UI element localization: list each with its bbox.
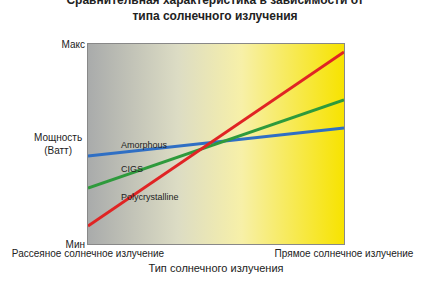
svg-text:Сравнительная характеристика в: Сравнительная характеристика в зависимос… [66,0,363,23]
svg-text:Тип солнечного излучения: Тип солнечного излучения [148,262,283,274]
svg-text:Мин: Мин [66,239,85,250]
svg-text:Мощность(Ватт): Мощность(Ватт) [34,132,82,156]
svg-text:Рассеяное солнечное излучение: Рассеяное солнечное излучение [12,248,165,259]
svg-text:CIGS: CIGS [121,164,143,174]
svg-text:Макс: Макс [62,39,86,50]
svg-text:Amorphous: Amorphous [121,140,168,150]
svg-text:Прямое солнечное излучение: Прямое солнечное излучение [275,248,414,259]
svg-text:Polycrystalline: Polycrystalline [121,192,179,202]
